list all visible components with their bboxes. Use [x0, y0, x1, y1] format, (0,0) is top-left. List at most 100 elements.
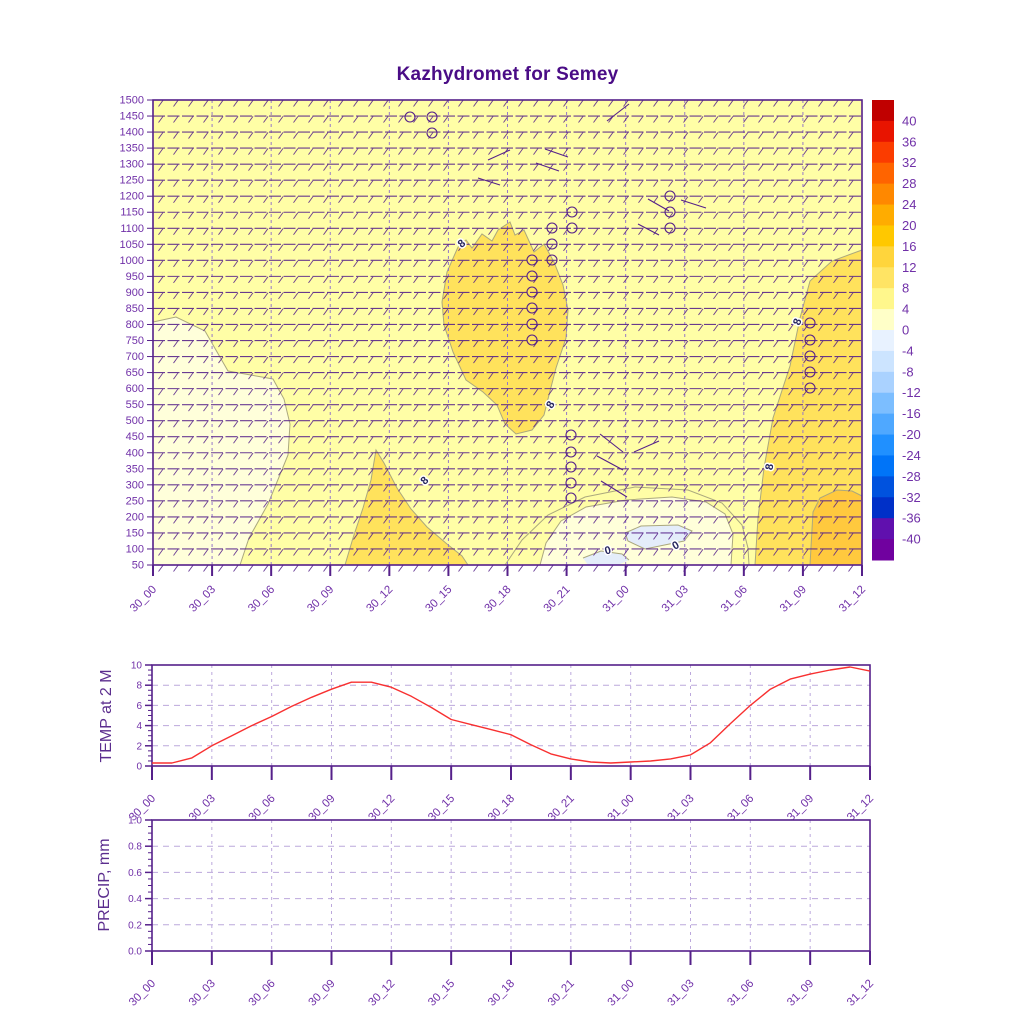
wind-barb-feather: [533, 484, 539, 492]
wind-barb-feather: [473, 516, 479, 524]
colorbar-segment: [872, 539, 894, 561]
wind-barb-feather: [233, 148, 239, 155]
wind-barb-feather: [413, 500, 419, 508]
wind-barb-feather: [488, 532, 494, 540]
wind-barb-feather: [638, 228, 644, 236]
x-tick-label: 31_03: [660, 584, 691, 615]
wind-barb-feather: [383, 436, 389, 444]
wind-barb-feather: [848, 100, 854, 107]
wind-barb-feather: [518, 340, 524, 348]
wind-barb-feather: [353, 388, 359, 396]
x-tick-label: 30_21: [546, 793, 577, 824]
wind-barb-feather: [278, 244, 284, 252]
wind-barb-feather: [623, 340, 629, 348]
wind-barb-feather: [173, 260, 179, 268]
wind-barb-feather: [353, 420, 359, 428]
wind-barb-feather: [338, 116, 344, 123]
wind-barb-feather: [158, 148, 164, 155]
wind-barb-feather: [263, 228, 269, 236]
wind-barb-feather: [683, 276, 689, 284]
wind-barb-feather: [773, 132, 779, 139]
wind-barb-feather: [548, 452, 554, 460]
wind-barb-feather: [233, 372, 239, 380]
x-tick-label: 30_18: [486, 978, 517, 1009]
wind-barb-feather: [518, 260, 524, 268]
wind-barb-feather: [173, 276, 179, 284]
wind-barb-feather: [158, 356, 164, 364]
wind-barb-feather: [443, 244, 449, 252]
wind-barb-feather: [713, 196, 719, 203]
wind-barb-feather: [788, 549, 794, 556]
wind-barb-feather: [773, 260, 779, 268]
wind-barb-feather: [203, 372, 209, 380]
wind-barb-feather: [338, 324, 344, 332]
wind-barb-feather: [623, 180, 629, 187]
wind-barb-feather: [818, 212, 824, 220]
wind-barb-feather: [293, 244, 299, 252]
wind-barb-feather: [503, 468, 509, 476]
wind-barb-feather: [488, 180, 494, 187]
wind-barb-feather: [338, 452, 344, 460]
wind-barb-feather: [218, 244, 224, 252]
wind-barb-slant: [600, 480, 628, 498]
wind-barb-feather: [278, 356, 284, 364]
wind-barb-feather: [533, 404, 539, 412]
wind-barb-feather: [593, 484, 599, 492]
wind-barb-feather: [443, 436, 449, 444]
y-tick-label: 1250: [120, 175, 144, 187]
wind-barb-feather: [308, 500, 314, 508]
wind-barb-feather: [278, 164, 284, 171]
wind-barb-feather: [503, 436, 509, 444]
wind-barb-feather: [203, 549, 209, 556]
wind-barb-feather: [848, 532, 854, 540]
wind-barb-feather: [758, 228, 764, 236]
wind-barb-feather: [803, 484, 809, 492]
colorbar-tick-label: 24: [902, 197, 916, 212]
wind-barb-feather: [218, 100, 224, 107]
wind-barb-feather: [578, 148, 584, 155]
wind-barb-feather: [668, 404, 674, 412]
wind-barb-feather: [203, 420, 209, 428]
wind-barb-feather: [578, 260, 584, 268]
wind-barb-feather: [443, 388, 449, 396]
wind-barb-feather: [413, 132, 419, 139]
wind-barb-feather: [203, 196, 209, 203]
wind-barb-feather: [368, 180, 374, 187]
wind-barb-feather: [383, 356, 389, 364]
wind-barb-feather: [578, 164, 584, 171]
wind-barb-feather: [173, 148, 179, 155]
wind-barb-feather: [698, 116, 704, 123]
wind-barb-feather: [308, 484, 314, 492]
wind-barb-feather: [503, 372, 509, 380]
calm-wind-circle: [546, 254, 558, 266]
wind-barb-feather: [278, 100, 284, 107]
colorbar-tick-label: 16: [902, 239, 916, 254]
wind-barb-feather: [338, 212, 344, 220]
wind-barb-feather: [158, 452, 164, 460]
wind-barb-feather: [383, 565, 389, 572]
wind-barb-feather: [473, 260, 479, 268]
wind-barb-feather: [458, 180, 464, 187]
wind-barb-feather: [428, 244, 434, 252]
calm-wind-circle: [404, 111, 416, 123]
wind-barb-feather: [188, 484, 194, 492]
wind-barb-feather: [218, 388, 224, 396]
wind-barb-feather: [203, 468, 209, 476]
wind-barb-feather: [473, 276, 479, 284]
wind-barb-feather: [668, 196, 674, 203]
wind-barb-feather: [338, 260, 344, 268]
wind-barb-feather: [398, 532, 404, 540]
wind-barb-feather: [593, 132, 599, 139]
wind-barb-feather: [773, 500, 779, 508]
wind-barb-feather: [548, 484, 554, 492]
wind-barb-feather: [443, 148, 449, 155]
wind-barb-feather: [458, 164, 464, 171]
calm-wind-circle: [565, 492, 577, 504]
wind-barb-feather: [278, 420, 284, 428]
wind-barb-feather: [338, 436, 344, 444]
wind-barb-feather: [398, 196, 404, 203]
wind-barb-slant: [596, 455, 624, 471]
wind-barb-feather: [803, 164, 809, 171]
wind-barb-feather: [773, 372, 779, 380]
wind-barb-feather: [428, 436, 434, 444]
